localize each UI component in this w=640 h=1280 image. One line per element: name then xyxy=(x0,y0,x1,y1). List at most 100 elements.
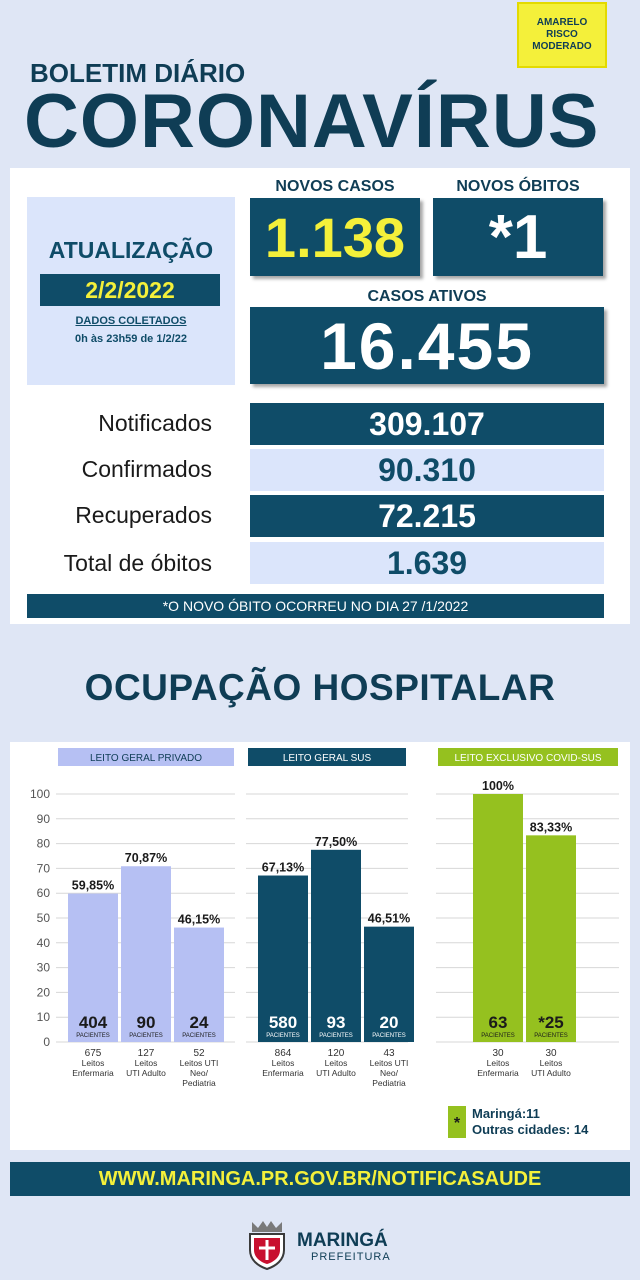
patients-unit: PACIENTES xyxy=(129,1033,163,1039)
new-cases-value: 1.138 xyxy=(250,198,420,276)
patients-unit: PACIENTES xyxy=(372,1033,406,1039)
active-cases-value: 16.455 xyxy=(250,307,604,384)
group-header-band xyxy=(438,748,618,766)
patients-unit: PACIENTES xyxy=(481,1033,515,1039)
bar-percent-label: 77,50% xyxy=(315,835,357,849)
bar-percent-label: 67,13% xyxy=(262,861,304,875)
recovered-value: 72.215 xyxy=(250,495,604,537)
bed-label: Leitos xyxy=(135,1058,158,1068)
y-tick-label: 100 xyxy=(30,787,50,801)
bed-label: UTI Adulto xyxy=(531,1068,571,1078)
group-header-title: LEITO EXCLUSIVO COVID-SUS xyxy=(454,753,601,764)
bed-label: Neo/ xyxy=(380,1068,399,1078)
bar-percent-label: 59,85% xyxy=(72,879,114,893)
website-link[interactable]: WWW.MARINGA.PR.GOV.BR/NOTIFICASAUDE xyxy=(10,1162,630,1196)
bed-label: Enfermaria xyxy=(262,1068,304,1078)
patients-box xyxy=(314,1008,358,1038)
new-deaths-value: *1 xyxy=(433,198,603,276)
patients-count: 90 xyxy=(137,1013,156,1032)
y-tick-label: 40 xyxy=(37,936,51,950)
patients-unit: PACIENTES xyxy=(319,1033,353,1039)
bar-percent-label: 100% xyxy=(482,779,514,793)
bed-label: Enfermaria xyxy=(72,1068,114,1078)
bar-percent-label: 46,15% xyxy=(178,913,220,927)
bed-label: 52 xyxy=(193,1048,205,1059)
y-tick-label: 50 xyxy=(37,911,51,925)
patients-box xyxy=(367,1008,411,1038)
bed-label: 864 xyxy=(275,1048,292,1059)
risk-badge-line: AMARELO xyxy=(536,17,588,28)
y-tick-label: 30 xyxy=(37,961,51,975)
page-title: CORONAVÍRUS xyxy=(24,79,600,164)
patients-box xyxy=(261,1008,305,1038)
update-date: 2/2/2022 xyxy=(40,274,220,306)
patients-unit: PACIENTES xyxy=(534,1033,568,1039)
group-header-title: LEITO GERAL SUS xyxy=(283,753,372,764)
y-tick-label: 20 xyxy=(37,985,51,999)
bed-label: Leitos xyxy=(272,1058,295,1068)
patients-unit: PACIENTES xyxy=(76,1033,110,1039)
update-label: ATUALIZAÇÃO xyxy=(48,237,214,263)
new-deaths-label: NOVOS ÓBITOS xyxy=(456,178,580,195)
bed-label: UTI Adulto xyxy=(126,1068,166,1078)
bar-percent-label: 46,51% xyxy=(368,912,410,926)
patients-count: 24 xyxy=(190,1013,209,1032)
death-footnote: *O NOVO ÓBITO OCORREU NO DIA 27 /1/2022 xyxy=(27,594,604,618)
patients-box xyxy=(124,1008,168,1038)
recovered-label: Recuperados xyxy=(75,502,212,528)
patients-count: *25 xyxy=(538,1013,564,1032)
notified-value: 309.107 xyxy=(250,403,604,445)
y-tick-label: 70 xyxy=(37,861,51,875)
bed-label: Leitos UTI xyxy=(370,1058,409,1068)
maringa-crest-icon xyxy=(249,1221,285,1270)
bed-label: Neo/ xyxy=(190,1068,209,1078)
patients-count: 20 xyxy=(380,1013,399,1032)
bed-label: Leitos xyxy=(540,1058,563,1068)
bulletin-subtitle: BOLETIM DIÁRIO xyxy=(30,58,246,88)
patients-count: 93 xyxy=(327,1013,346,1032)
total-deaths-label: Total de óbitos xyxy=(63,550,212,576)
note-symbol: * xyxy=(454,1115,461,1132)
y-tick-label: 90 xyxy=(37,812,51,826)
bed-label: Leitos xyxy=(487,1058,510,1068)
group-header-band xyxy=(248,748,406,766)
confirmed-value: 90.310 xyxy=(250,449,604,491)
bed-label: UTI Adulto xyxy=(316,1068,356,1078)
patients-box xyxy=(177,1008,221,1038)
logo-name: MARINGÁ xyxy=(297,1230,388,1251)
risk-level-badge: AMARELO RISCO MODERADO xyxy=(517,2,607,68)
note-line: Maringá:11 xyxy=(472,1106,540,1121)
patients-box xyxy=(476,1008,520,1038)
patients-count: 404 xyxy=(79,1013,108,1032)
collected-label: DADOS COLETADOS xyxy=(75,315,187,327)
risk-badge-line: MODERADO xyxy=(532,41,592,52)
patients-count: 63 xyxy=(489,1013,508,1032)
bed-label: 30 xyxy=(492,1048,504,1059)
bed-label: 120 xyxy=(328,1048,345,1059)
patients-box xyxy=(71,1008,115,1038)
bed-label: 675 xyxy=(85,1048,102,1059)
patients-box xyxy=(529,1008,573,1038)
patients-unit: PACIENTES xyxy=(182,1033,216,1039)
bed-label: 127 xyxy=(138,1048,155,1059)
y-tick-label: 60 xyxy=(37,886,51,900)
bar-percent-label: 83,33% xyxy=(530,820,572,834)
confirmed-label: Confirmados xyxy=(81,456,212,482)
risk-badge-line: RISCO xyxy=(546,29,578,40)
note-line: Outras cidades: 14 xyxy=(472,1122,589,1137)
new-cases-label: NOVOS CASOS xyxy=(275,178,395,195)
bed-label: Leitos UTI xyxy=(180,1058,219,1068)
bar-percent-label: 70,87% xyxy=(125,851,167,865)
patients-unit: PACIENTES xyxy=(266,1033,300,1039)
hospital-occupancy-title: OCUPAÇÃO HOSPITALAR xyxy=(84,667,556,708)
bed-label: 43 xyxy=(383,1048,395,1059)
collected-range: 0h às 23h59 de 1/2/22 xyxy=(75,333,187,345)
bed-label: 30 xyxy=(545,1048,557,1059)
total-deaths-value: 1.639 xyxy=(250,542,604,584)
bed-label: Leitos xyxy=(325,1058,348,1068)
bed-label: Enfermaria xyxy=(477,1068,519,1078)
y-tick-label: 80 xyxy=(37,837,51,851)
bar xyxy=(526,835,576,1042)
bar xyxy=(473,794,523,1042)
bed-label: Pediatria xyxy=(182,1078,216,1088)
